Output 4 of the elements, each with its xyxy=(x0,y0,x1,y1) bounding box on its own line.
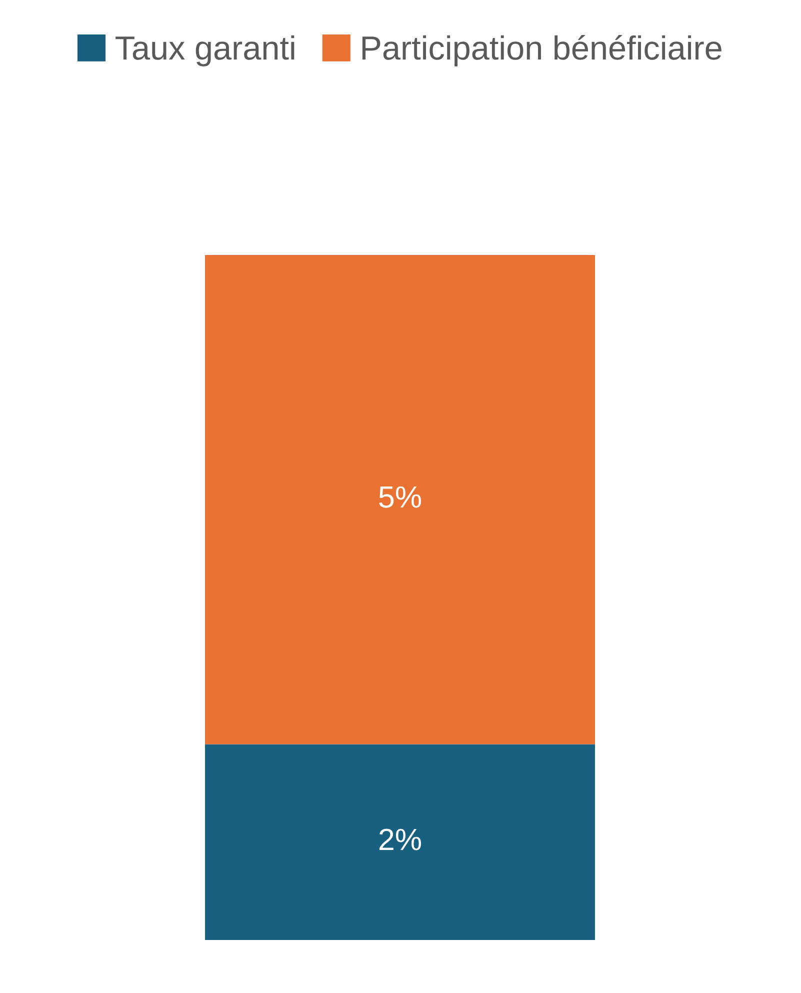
legend-label: Taux garanti xyxy=(116,35,294,66)
legend-label: Participation bénéficiaire xyxy=(362,34,722,66)
data-label: 5% xyxy=(379,486,421,508)
data-label: 2% xyxy=(379,828,421,850)
